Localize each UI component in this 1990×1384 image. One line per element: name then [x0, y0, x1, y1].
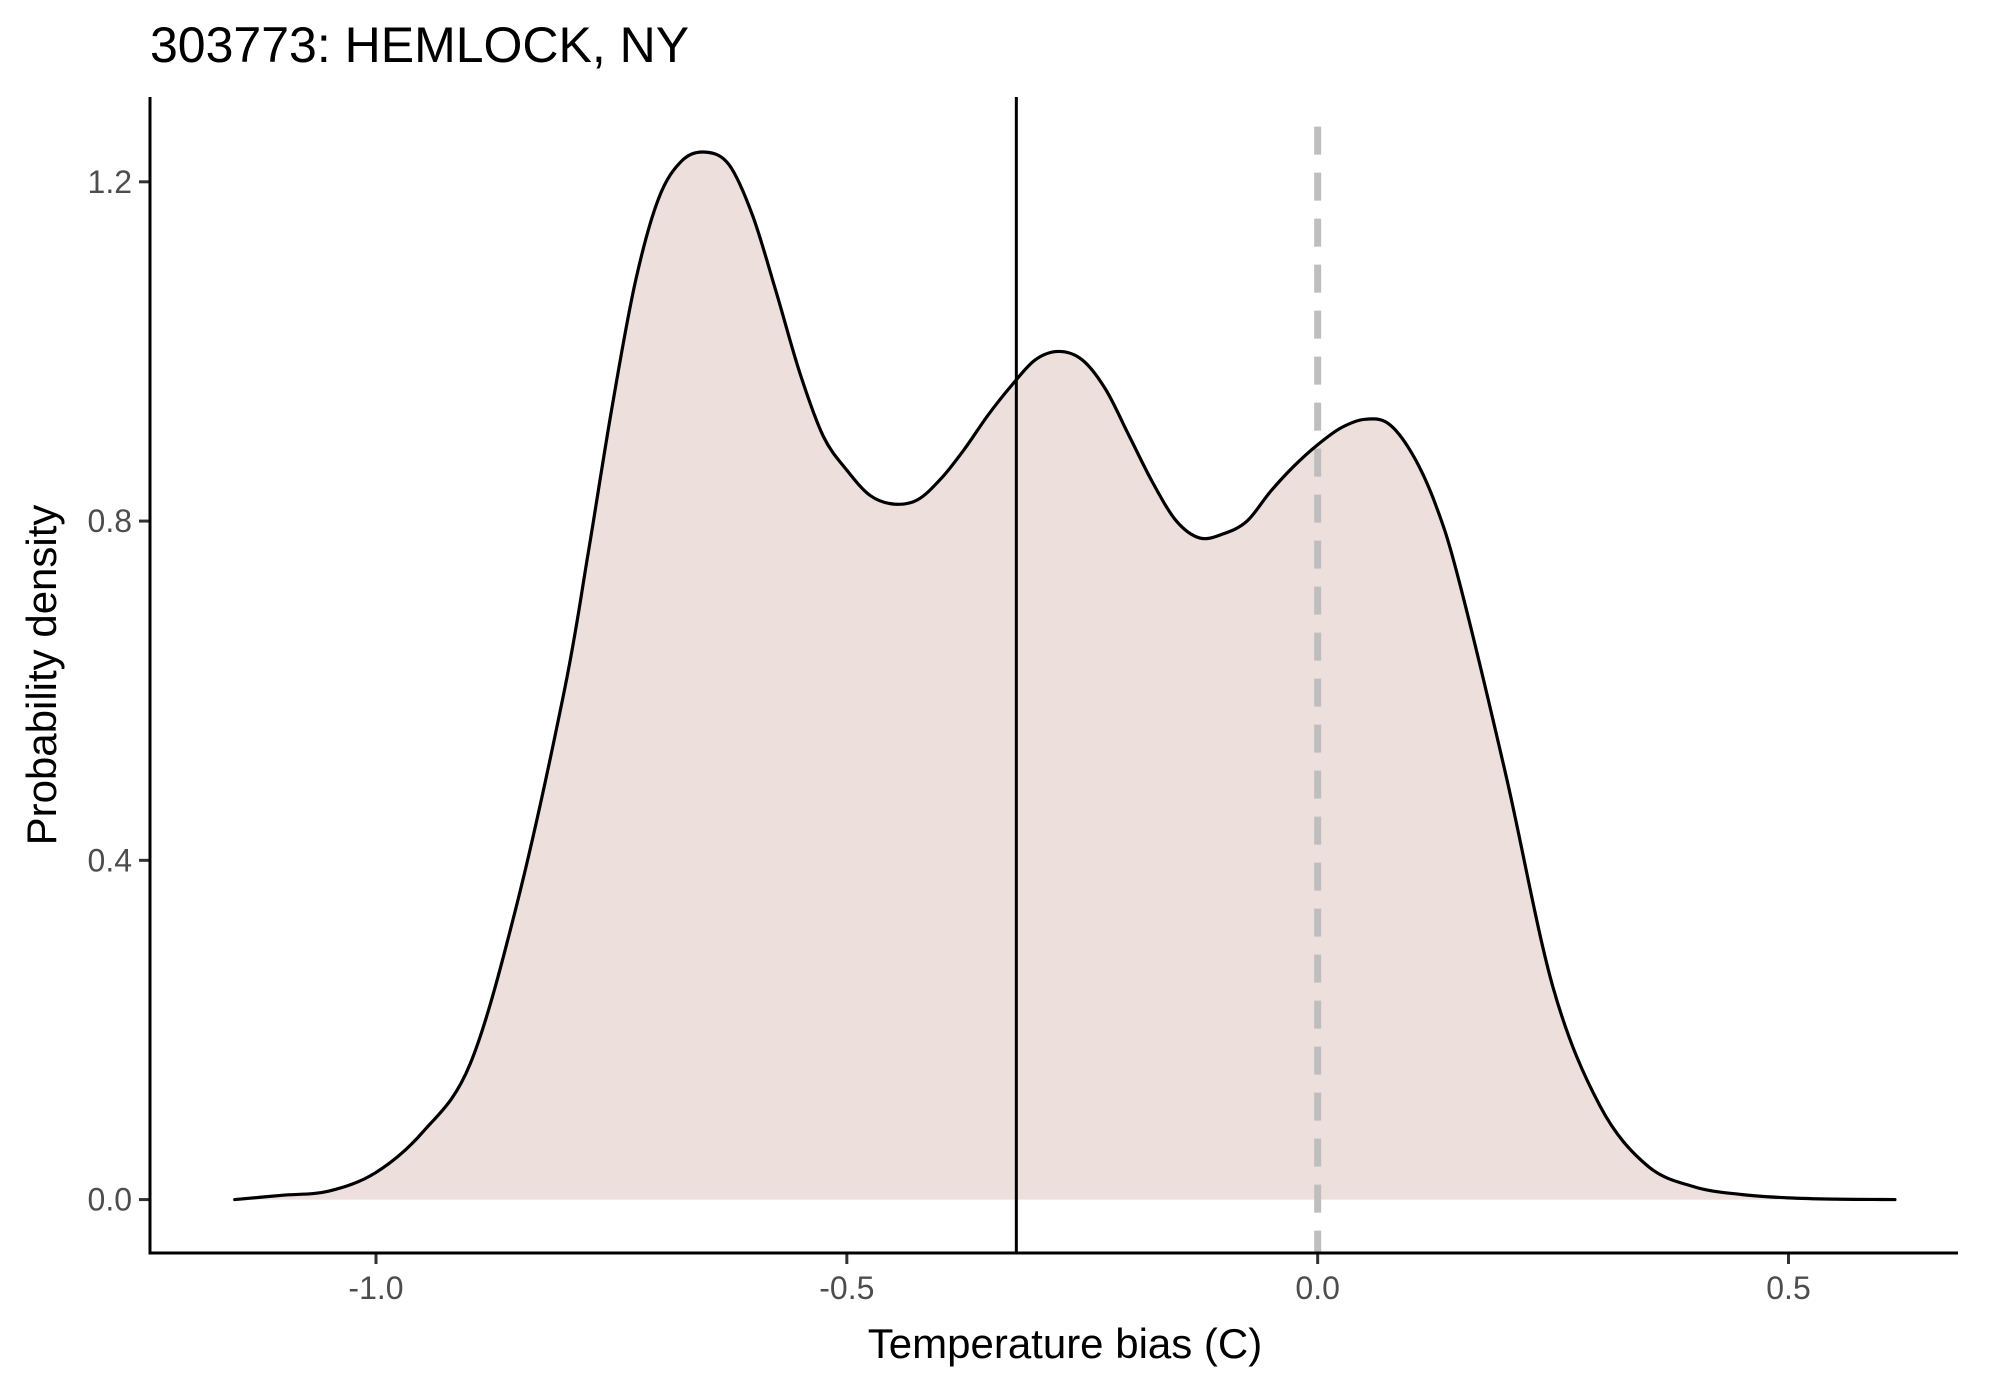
y-tick-label: 0.4	[88, 842, 132, 878]
y-tick-label: 0.8	[88, 503, 132, 539]
y-axis-title: Probability density	[18, 505, 65, 846]
x-tick-label: -1.0	[348, 1270, 403, 1306]
y-axis-ticks: 0.0 0.4 0.8 1.2	[88, 164, 150, 1218]
y-tick-label: 1.2	[88, 164, 132, 200]
x-axis-ticks: -1.0 -0.5 0.0 0.5	[348, 1253, 1811, 1306]
y-tick-label: 0.0	[88, 1182, 132, 1218]
x-axis-title: Temperature bias (C)	[868, 1320, 1262, 1367]
density-curve	[233, 150, 1897, 1202]
plot-area	[233, 97, 1897, 1253]
x-tick-label: 0.5	[1766, 1270, 1810, 1306]
density-area	[234, 151, 1895, 1200]
x-tick-label: -0.5	[819, 1270, 874, 1306]
x-tick-label: 0.0	[1295, 1270, 1339, 1306]
chart-title: 303773: HEMLOCK, NY	[150, 17, 689, 73]
